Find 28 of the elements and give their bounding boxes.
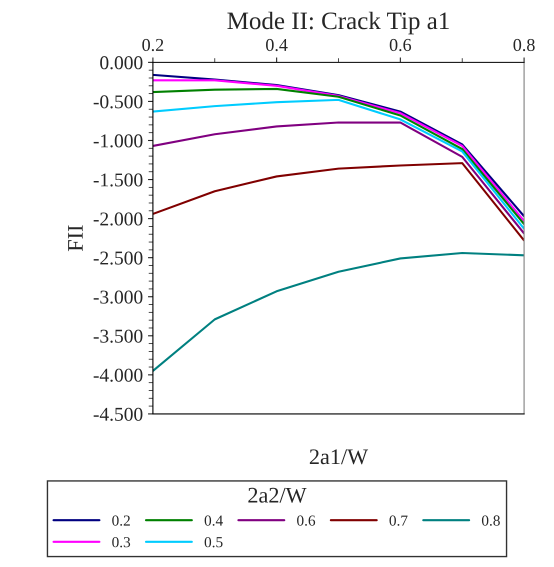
line-series: [152, 121, 524, 234]
x-tick-label: 0.8: [513, 38, 535, 52]
legend-label: 0.4: [204, 515, 223, 526]
legend-label: 0.2: [112, 515, 130, 526]
x-tick-label: 0.2: [142, 38, 164, 52]
y-tick-label: -4.500: [94, 408, 142, 421]
legend-title: 2a2/W: [248, 488, 307, 503]
line-series: [152, 252, 524, 372]
legend-label: 0.3: [112, 537, 130, 548]
y-axis-title: FII: [68, 225, 83, 252]
legend-label: 0.7: [389, 515, 408, 526]
legend-label: 0.5: [204, 537, 223, 548]
y-tick-label: -1.000: [94, 134, 142, 148]
x-axis-title: 2a1/W: [310, 449, 368, 464]
y-tick-label: -2.000: [94, 212, 142, 226]
line-series: [152, 162, 524, 242]
x-tick-label: 0.6: [390, 38, 412, 52]
y-tick-label: -3.500: [94, 330, 142, 343]
y-tick-label: 0.000: [100, 56, 142, 70]
legend-label: 0.6: [297, 515, 316, 526]
x-tick-label: 0.4: [266, 38, 288, 52]
y-tick-label: -1.500: [94, 173, 142, 187]
chart-title: Mode II: Crack Tip a1: [227, 12, 449, 34]
y-tick-label: -0.500: [94, 95, 142, 108]
legend-label: 0.8: [482, 515, 500, 526]
y-tick-label: -4.000: [94, 368, 142, 382]
y-tick-label: -2.500: [94, 251, 142, 265]
y-tick-label: -3.000: [94, 290, 142, 304]
